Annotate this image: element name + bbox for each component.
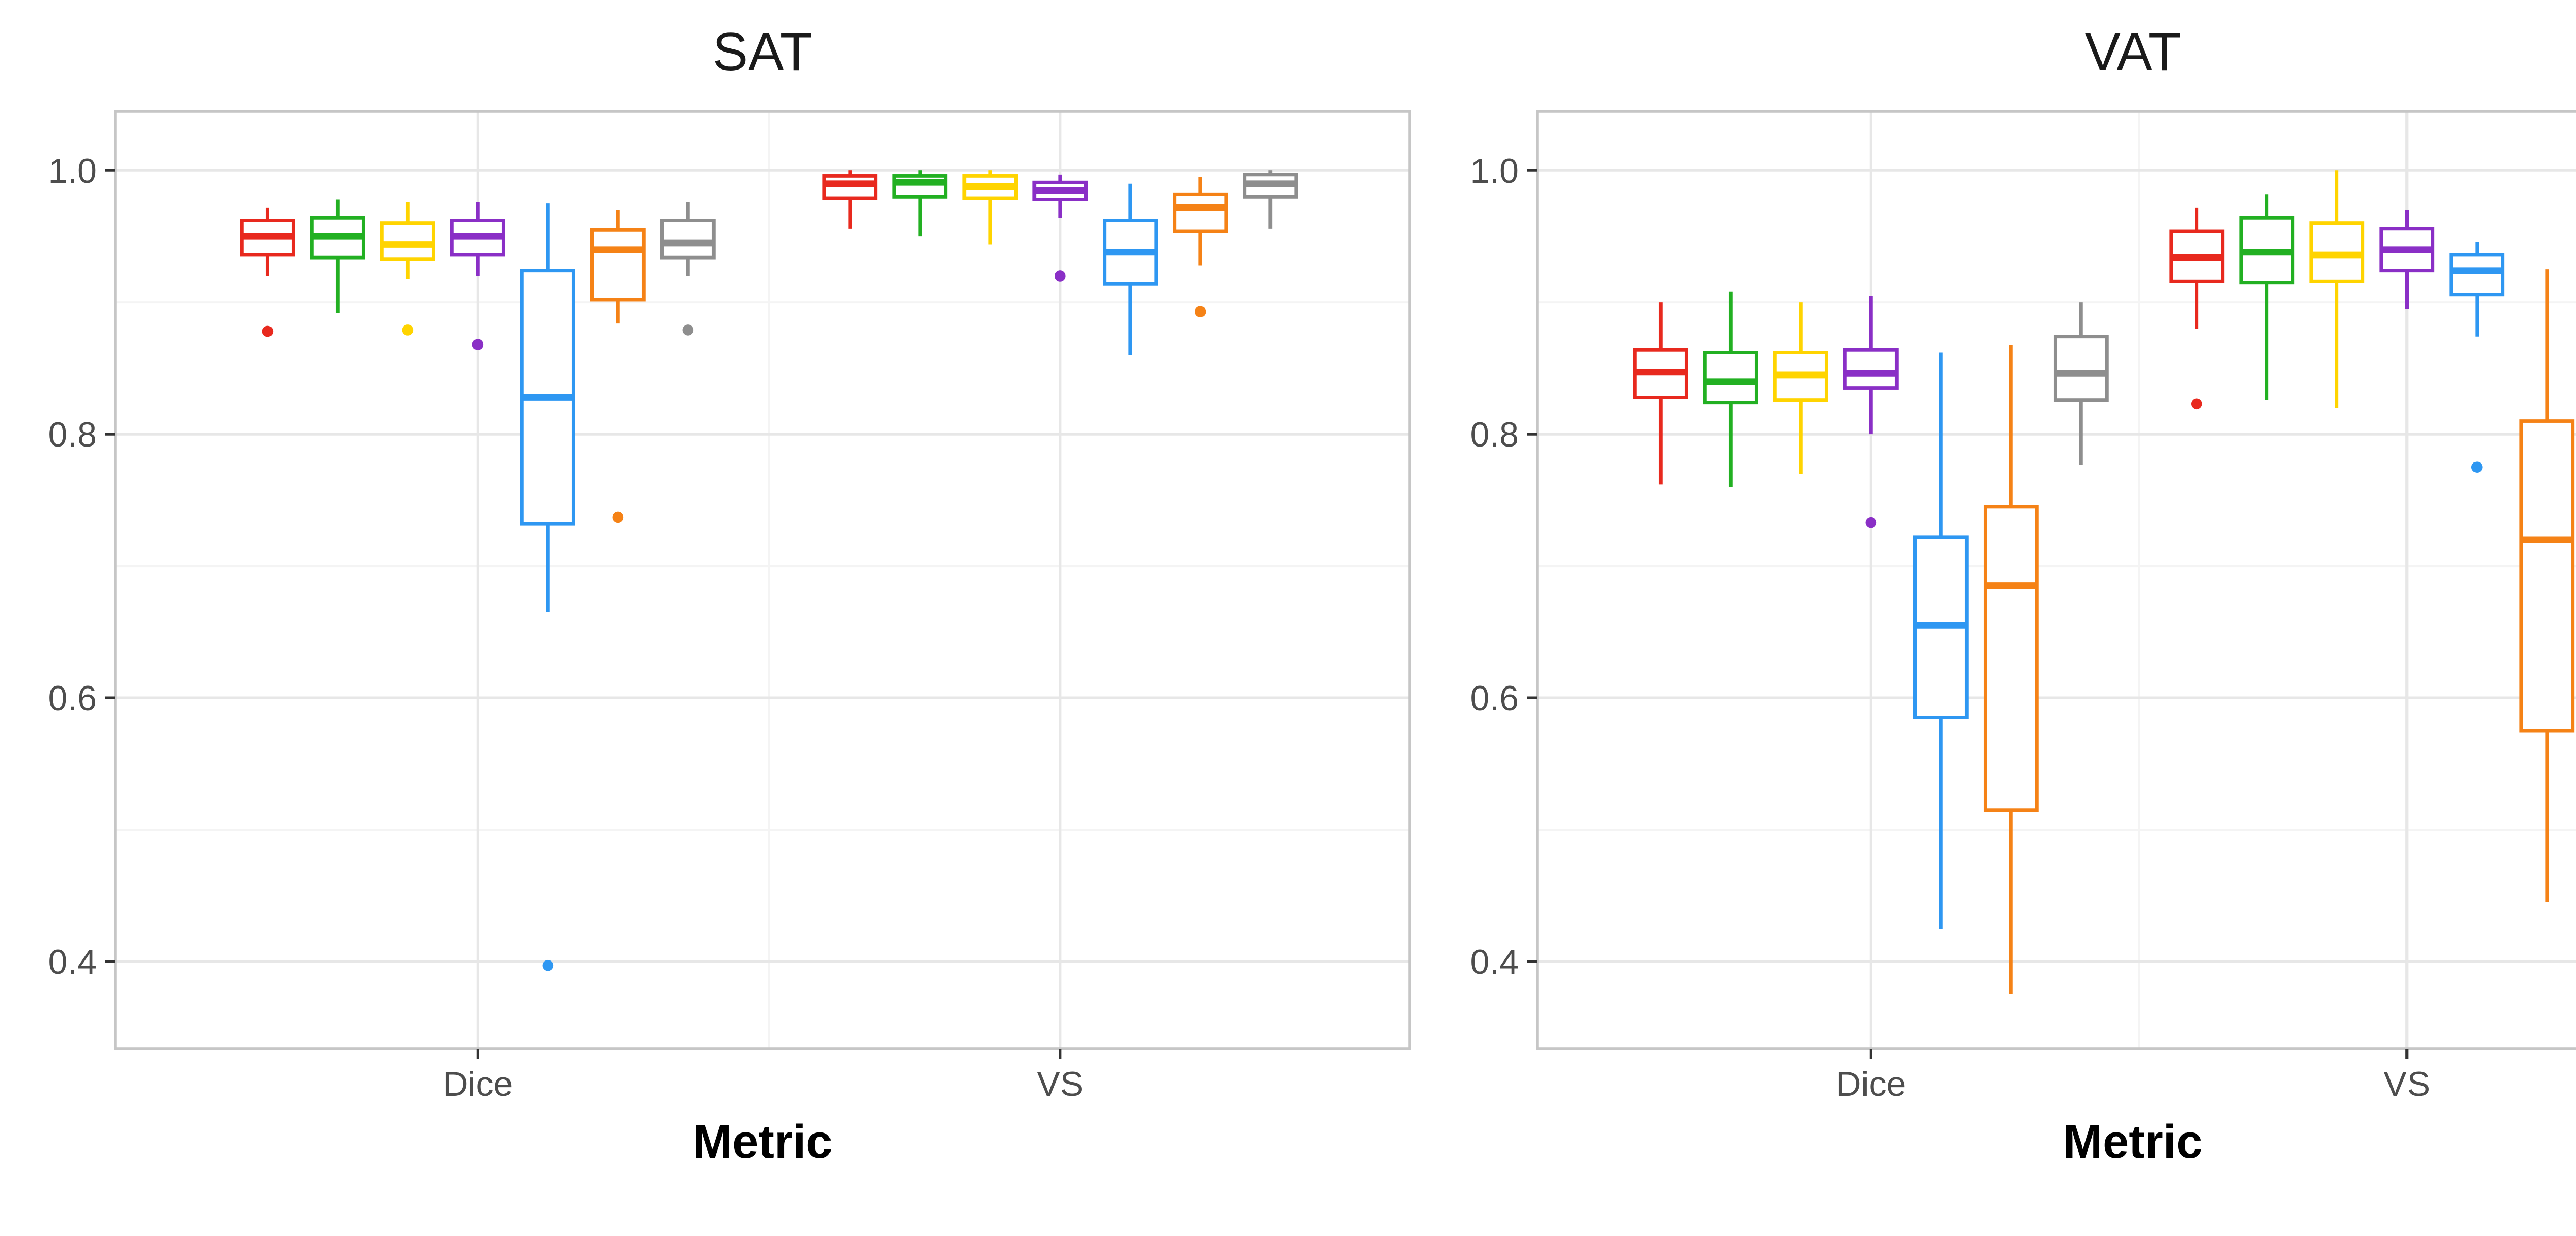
svg-text:VS: VS <box>1037 1065 1083 1104</box>
svg-text:0.8: 0.8 <box>1470 415 1519 454</box>
svg-text:Dice: Dice <box>1836 1065 1906 1104</box>
vat-boxplot-chart: 0.4 0.6 0.8 1.0 Dice VS <box>1470 110 2576 1104</box>
sat-panel-title: SAT <box>712 21 813 82</box>
sat-panel: SAT 0.4 0.6 0.8 1.0 Dice VS Metric <box>12 16 1434 1170</box>
svg-text:0.6: 0.6 <box>1470 679 1519 718</box>
svg-text:0.6: 0.6 <box>48 679 97 718</box>
svg-text:VS: VS <box>2383 1065 2430 1104</box>
vat-x-axis-title: Metric <box>2063 1114 2203 1168</box>
svg-text:0.4: 0.4 <box>1470 942 1519 982</box>
svg-text:1.0: 1.0 <box>1470 151 1519 191</box>
svg-text:0.4: 0.4 <box>48 942 97 982</box>
svg-text:Dice: Dice <box>443 1065 513 1104</box>
sat-boxplot-chart: 0.4 0.6 0.8 1.0 Dice VS <box>48 110 1411 1104</box>
vat-panel: VAT 0.4 0.6 0.8 1.0 Dice VS Metric <box>1434 16 2576 1170</box>
sat-x-axis-title: Metric <box>692 1114 833 1168</box>
svg-text:0.8: 0.8 <box>48 415 97 454</box>
svg-text:1.0: 1.0 <box>48 151 97 191</box>
vat-panel-title: VAT <box>2084 21 2181 82</box>
